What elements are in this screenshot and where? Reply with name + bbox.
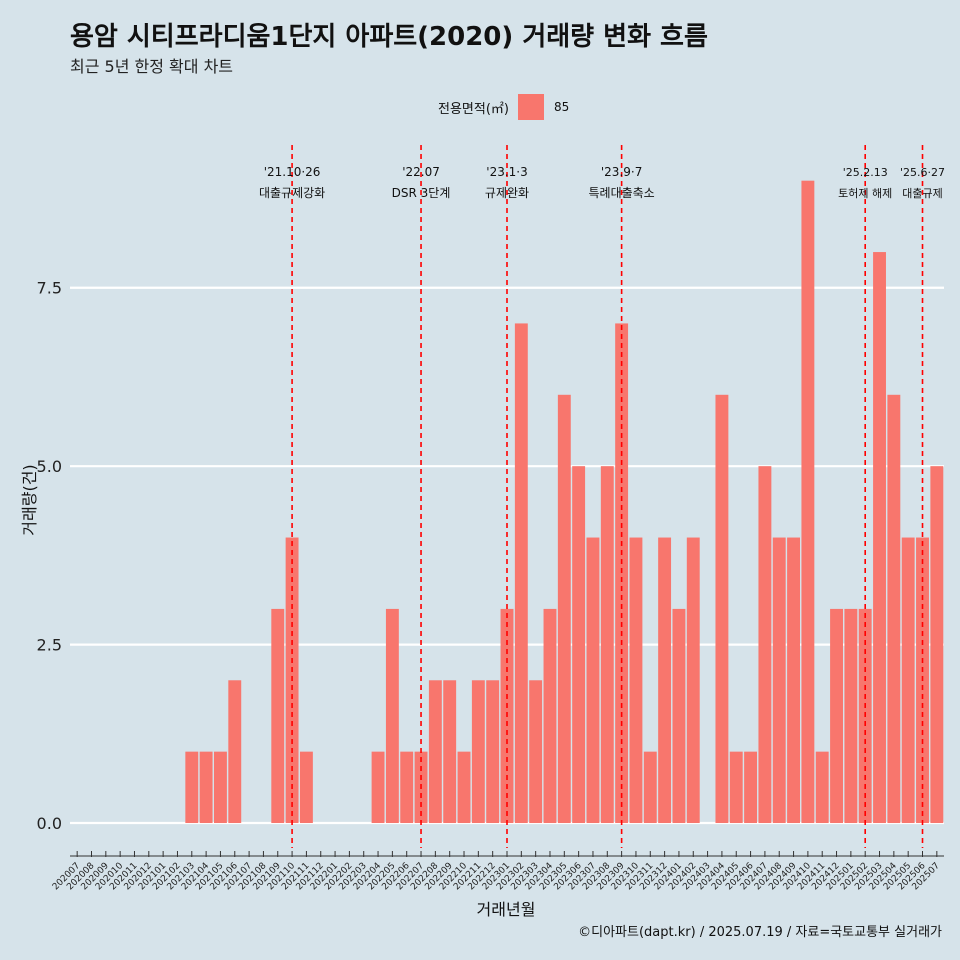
bar: [873, 252, 886, 824]
axis-layer: 0.02.55.07.52020072020082020092020102020…: [37, 279, 944, 892]
event-name-label: 대출규제: [902, 187, 942, 200]
bar: [557, 394, 571, 824]
bar: [385, 608, 399, 824]
bar: [672, 608, 686, 824]
bar: [457, 751, 471, 824]
bar: [801, 180, 815, 824]
bar: [185, 751, 199, 824]
bar: [371, 751, 385, 824]
event-name-label: DSR 3단계: [392, 186, 451, 200]
bar: [686, 537, 700, 824]
event-date-label: '21.10·26: [264, 165, 321, 179]
chart-subtitle: 최근 5년 한정 확대 차트: [70, 57, 234, 76]
bar: [887, 394, 901, 824]
legend-item-label: 85: [553, 100, 570, 114]
bar: [615, 323, 629, 824]
bar: [844, 608, 858, 824]
y-axis-label: 거래량(건): [20, 464, 39, 536]
bar: [271, 608, 285, 824]
bar: [629, 537, 643, 824]
event-date-label: '25.6·27: [900, 166, 945, 179]
bar: [529, 680, 543, 824]
bar: [586, 537, 600, 824]
bar: [744, 751, 758, 824]
event-date-label: '23.9·7: [601, 165, 642, 179]
bar: [600, 466, 614, 824]
bar: [471, 680, 485, 824]
legend-title: 전용면적(㎡): [438, 101, 509, 117]
bar: [715, 394, 729, 824]
event-date-label: '23.1·3: [486, 165, 527, 179]
legend-key-swatch: [517, 94, 544, 120]
bars-layer: [185, 180, 944, 824]
bar: [815, 751, 829, 824]
event-name-label: 대출규제강화: [259, 186, 325, 200]
bar: [514, 323, 528, 824]
bar: [400, 751, 414, 824]
bar: [299, 751, 313, 824]
event-date-label: '22.07: [402, 165, 440, 179]
bar: [772, 537, 786, 824]
bar: [428, 680, 442, 824]
event-date-label: '25.2.13: [843, 166, 888, 179]
bar: [199, 751, 213, 824]
bar: [658, 537, 672, 824]
bar: [486, 680, 500, 824]
y-tick-label: 0.0: [37, 814, 62, 833]
bar: [443, 680, 457, 824]
bar: [830, 608, 843, 824]
bar: [787, 537, 801, 824]
y-tick-label: 2.5: [37, 636, 62, 655]
event-name-label: 특례대출축소: [588, 186, 654, 200]
bar: [729, 751, 743, 824]
x-axis-label: 거래년월: [476, 900, 536, 919]
bar: [930, 466, 944, 824]
events-layer: '21.10·26 대출규제강화 '22.07 DSR 3단계 '23.1·3 규제완화 '…: [259, 145, 945, 848]
bar: [213, 751, 227, 824]
y-tick-label: 5.0: [37, 457, 62, 476]
event-name-label: 토허제 해제: [838, 186, 892, 200]
bar: [572, 466, 586, 824]
chart-title: 용암 시티프라디움1단지 아파트(2020) 거래량 변화 흐름: [70, 22, 708, 52]
bar: [901, 537, 915, 824]
event-name-label: 규제완화: [485, 186, 529, 200]
bar: [543, 608, 557, 824]
bar: [758, 466, 772, 824]
y-tick-label: 7.5: [37, 279, 62, 298]
source-caption: ©디아파트(dapt.kr) / 2025.07.19 / 자료=국토교통부 실…: [578, 925, 942, 940]
bar: [228, 680, 242, 824]
bar: [643, 751, 657, 824]
legend: 전용면적(㎡) 85: [438, 93, 569, 121]
